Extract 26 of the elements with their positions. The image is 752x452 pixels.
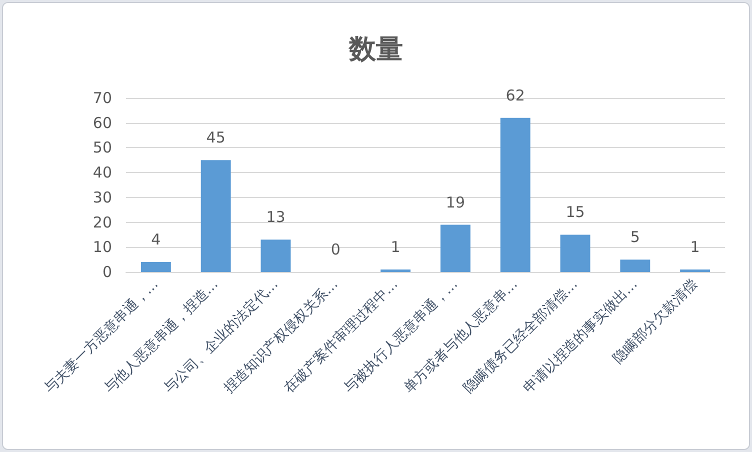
data-label: 19 [446, 193, 465, 212]
y-tick-label: 30 [92, 188, 112, 206]
data-label: 13 [266, 208, 286, 226]
y-tick-label: 50 [92, 138, 112, 157]
bar [620, 260, 650, 272]
bar [260, 240, 291, 272]
data-label: 15 [566, 203, 585, 222]
data-label: 5 [630, 228, 640, 246]
bar [560, 234, 590, 272]
y-tick-label: 0 [102, 263, 112, 281]
y-tick-label: 10 [92, 238, 112, 256]
data-label: 1 [390, 238, 400, 256]
bar [200, 160, 231, 272]
y-tick-label: 20 [92, 213, 112, 232]
bar [500, 118, 530, 272]
bar [440, 224, 470, 272]
chart-title: 数量 [348, 34, 403, 65]
y-tick-label: 70 [92, 89, 112, 107]
data-label: 62 [506, 86, 525, 104]
data-label: 0 [330, 240, 340, 258]
data-label: 4 [151, 230, 161, 249]
bar [140, 262, 171, 272]
y-tick-label: 60 [92, 114, 112, 132]
y-tick-label: 40 [92, 164, 112, 182]
data-label: 1 [690, 238, 700, 256]
data-label: 45 [206, 128, 226, 147]
